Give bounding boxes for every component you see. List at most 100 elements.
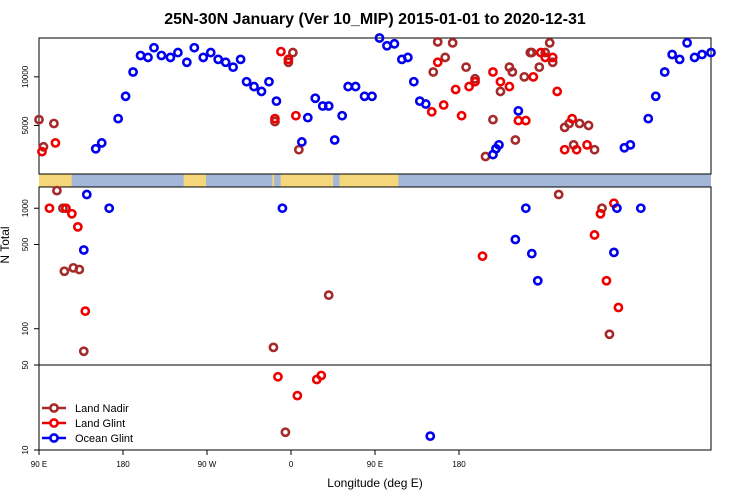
data-point [235,54,246,65]
data-point [156,50,167,61]
data-point [420,99,431,109]
data-point [382,40,392,51]
data-point [337,110,348,121]
data-point [510,234,521,245]
data-point [90,143,101,154]
x-tick-label: 90 W [198,460,217,469]
data-point [228,62,239,73]
data-point [96,138,107,148]
data-point [81,189,92,200]
data-point [268,342,279,353]
data-point [488,114,498,125]
data-point [80,306,91,317]
y-tick-label: 10000 [21,65,30,88]
y-tick-label: 5000 [21,116,30,134]
land-band [39,174,72,187]
data-point [37,146,47,157]
data-point [302,112,313,123]
data-point [78,346,89,357]
data-point [120,91,131,102]
y-tick-label: 500 [21,237,30,251]
data-point [689,52,700,63]
data-point [682,37,693,48]
x-tick-label: 180 [452,460,466,469]
data-point [172,47,183,58]
land-band [272,174,275,187]
axes: 5000 10000 100 500 1000 10 50 90 E 180 90 W 0 90 E 1… [21,65,466,469]
data-point [609,247,619,258]
legend-label: Land Nadir [75,403,129,415]
data-point [270,113,280,124]
data-point [165,52,176,63]
data-point [567,113,578,124]
data-point [149,42,159,53]
data-point [480,151,491,162]
data-point [544,37,555,48]
panel-lower [38,364,712,451]
data-point [597,203,607,214]
surface-band [39,174,711,187]
data-point [49,118,59,129]
legend-label: Land Glint [75,418,125,430]
data-point [612,203,622,214]
land-band [280,174,333,187]
data-point [271,96,282,107]
data-point [277,203,288,214]
data-point [494,139,504,150]
data-point [74,264,85,275]
data-point [38,141,49,152]
data-point [625,139,636,150]
data-point [59,266,70,277]
x-tick-label: 0 [289,460,294,469]
data-point [583,120,594,131]
data-point [697,49,707,60]
data-point [613,302,624,313]
data-point [520,203,531,214]
data-point [316,370,327,381]
data-point [432,36,443,47]
data-point [220,57,231,68]
data-point [635,203,646,214]
data-point [510,135,521,145]
x-axis-label: Longitude (deg E) [327,476,422,490]
data-point [582,139,592,150]
data-point [283,54,294,65]
data-point [128,67,138,77]
data-point [374,33,385,43]
data-point [181,57,192,68]
data-point [350,81,361,92]
data-point [447,37,458,48]
data-point [706,47,716,58]
data-point [520,115,531,126]
data-point [589,144,600,155]
data-point [402,52,413,63]
data-point [34,114,44,125]
legend-label: Ocean Glint [75,433,133,445]
data-point [559,144,570,155]
data-point [287,47,298,58]
y-tick-label: 100 [21,322,30,336]
data-point [674,54,685,65]
data-point [526,248,537,259]
data-point [495,76,506,87]
data-point [574,118,585,129]
data-point [552,86,563,97]
data-point [256,86,267,97]
data-point [264,76,274,87]
data-point [290,110,301,121]
data-point [241,76,252,87]
x-tick-label: 180 [116,460,130,469]
data-point [198,52,209,63]
data-point [273,371,283,382]
data-point [547,57,558,68]
data-point [547,52,558,63]
data-point [428,67,439,77]
data-point [604,329,615,340]
data-point [310,93,321,104]
data-point [50,138,61,148]
data-point [456,110,467,121]
data-point [488,67,498,77]
data-point [595,208,606,219]
data-point [359,91,370,102]
data-point [507,67,518,77]
